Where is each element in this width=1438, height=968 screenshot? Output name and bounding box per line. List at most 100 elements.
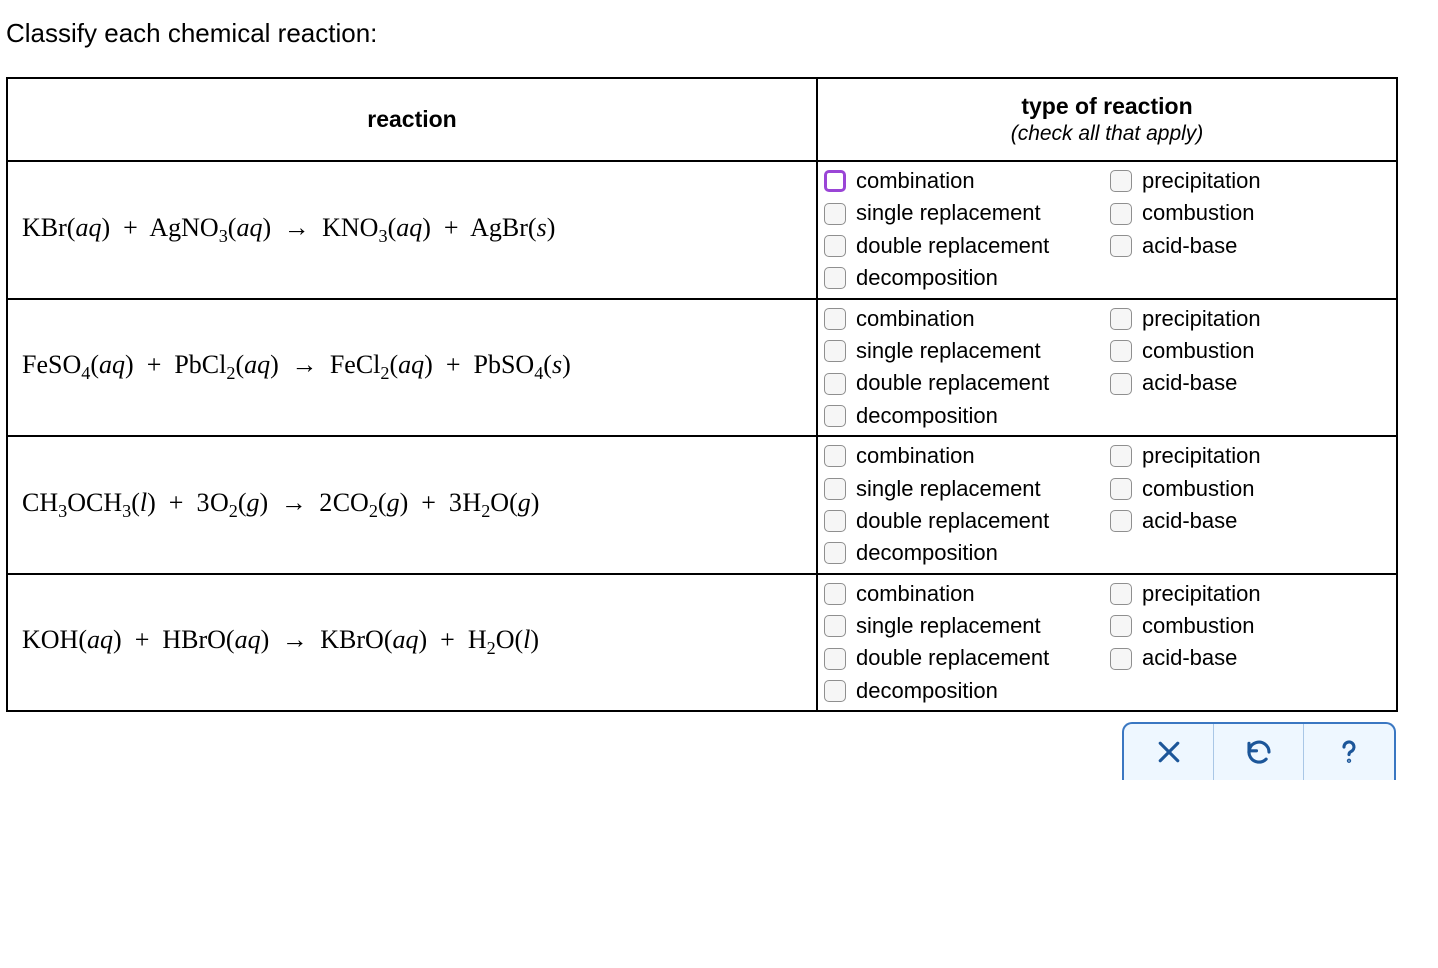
checkbox-acid_base[interactable] xyxy=(1110,373,1132,395)
option-label: single replacement xyxy=(856,613,1041,639)
help-button[interactable] xyxy=(1304,724,1394,780)
option-acid_base: acid-base xyxy=(1110,508,1388,534)
col-header-type: type of reaction (check all that apply) xyxy=(817,78,1397,161)
checkbox-precipitation[interactable] xyxy=(1110,583,1132,605)
option-label: combustion xyxy=(1142,338,1255,364)
reactions-tbody: KBr(aq) + AgNO3(aq) → KNO3(aq) + AgBr(s)… xyxy=(7,161,1397,711)
option-label: combination xyxy=(856,581,975,607)
options-grid: combination precipitation single replaceme… xyxy=(824,443,1388,567)
reaction-cell: KBr(aq) + AgNO3(aq) → KNO3(aq) + AgBr(s) xyxy=(7,161,817,299)
option-label: precipitation xyxy=(1142,443,1261,469)
reactions-table: reaction type of reaction (check all tha… xyxy=(6,77,1398,712)
bottom-bar xyxy=(6,712,1398,780)
option-combustion: combustion xyxy=(1110,613,1388,639)
option-label: precipitation xyxy=(1142,306,1261,332)
option-combination: combination xyxy=(824,581,1102,607)
options-grid: combination precipitation single replaceme… xyxy=(824,168,1388,292)
checkbox-single_replacement[interactable] xyxy=(824,615,846,637)
checkbox-precipitation[interactable] xyxy=(1110,445,1132,467)
checkbox-acid_base[interactable] xyxy=(1110,648,1132,670)
button-panel xyxy=(1122,722,1396,780)
checkbox-precipitation[interactable] xyxy=(1110,170,1132,192)
checkbox-single_replacement[interactable] xyxy=(824,203,846,225)
table-row: KBr(aq) + AgNO3(aq) → KNO3(aq) + AgBr(s)… xyxy=(7,161,1397,299)
option-single_replacement: single replacement xyxy=(824,338,1102,364)
checkbox-decomposition[interactable] xyxy=(824,267,846,289)
option-label: single replacement xyxy=(856,476,1041,502)
checkbox-combustion[interactable] xyxy=(1110,478,1132,500)
option-combustion: combustion xyxy=(1110,200,1388,226)
option-label: single replacement xyxy=(856,338,1041,364)
option-label: decomposition xyxy=(856,540,998,566)
option-label: combustion xyxy=(1142,613,1255,639)
checkbox-double_replacement[interactable] xyxy=(824,235,846,257)
table-row: FeSO4(aq) + PbCl2(aq) → FeCl2(aq) + PbSO… xyxy=(7,299,1397,437)
help-icon xyxy=(1334,737,1364,767)
option-label: acid-base xyxy=(1142,233,1237,259)
checkbox-combination[interactable] xyxy=(824,308,846,330)
reaction-cell: FeSO4(aq) + PbCl2(aq) → FeCl2(aq) + PbSO… xyxy=(7,299,817,437)
option-acid_base: acid-base xyxy=(1110,645,1388,671)
table-row: CH3OCH3(l) + 3O2(g) → 2CO2(g) + 3H2O(g)c… xyxy=(7,436,1397,574)
option-label: precipitation xyxy=(1142,581,1261,607)
reset-button[interactable] xyxy=(1214,724,1304,780)
option-combination: combination xyxy=(824,306,1102,332)
option-label: decomposition xyxy=(856,265,998,291)
types-cell: combination precipitation single replaceme… xyxy=(817,436,1397,574)
option-label: double replacement xyxy=(856,645,1049,671)
question-container: Classify each chemical reaction: reactio… xyxy=(0,0,1438,790)
checkbox-combustion[interactable] xyxy=(1110,615,1132,637)
col-header-reaction: reaction xyxy=(7,78,817,161)
types-cell: combination precipitation single replaceme… xyxy=(817,574,1397,712)
checkbox-precipitation[interactable] xyxy=(1110,308,1132,330)
option-acid_base: acid-base xyxy=(1110,233,1388,259)
option-label: precipitation xyxy=(1142,168,1261,194)
option-decomposition: decomposition xyxy=(824,540,1102,566)
reaction-cell: CH3OCH3(l) + 3O2(g) → 2CO2(g) + 3H2O(g) xyxy=(7,436,817,574)
question-prompt: Classify each chemical reaction: xyxy=(6,18,1432,49)
checkbox-decomposition[interactable] xyxy=(824,542,846,564)
option-single_replacement: single replacement xyxy=(824,613,1102,639)
option-label: combination xyxy=(856,306,975,332)
options-grid: combination precipitation single replaceme… xyxy=(824,581,1388,705)
option-double_replacement: double replacement xyxy=(824,233,1102,259)
option-label: combination xyxy=(856,443,975,469)
checkbox-combination[interactable] xyxy=(824,170,846,192)
types-cell: combination precipitation single replaceme… xyxy=(817,161,1397,299)
checkbox-double_replacement[interactable] xyxy=(824,510,846,532)
checkbox-combination[interactable] xyxy=(824,445,846,467)
checkbox-double_replacement[interactable] xyxy=(824,373,846,395)
option-label: decomposition xyxy=(856,678,998,704)
table-row: KOH(aq) + HBrO(aq) → KBrO(aq) + H2O(l)co… xyxy=(7,574,1397,712)
option-single_replacement: single replacement xyxy=(824,476,1102,502)
option-label: double replacement xyxy=(856,508,1049,534)
checkbox-decomposition[interactable] xyxy=(824,405,846,427)
option-label: combination xyxy=(856,168,975,194)
checkbox-decomposition[interactable] xyxy=(824,680,846,702)
option-decomposition: decomposition xyxy=(824,265,1102,291)
option-precipitation: precipitation xyxy=(1110,443,1388,469)
checkbox-combination[interactable] xyxy=(824,583,846,605)
checkbox-combustion[interactable] xyxy=(1110,340,1132,362)
checkbox-single_replacement[interactable] xyxy=(824,340,846,362)
option-decomposition: decomposition xyxy=(824,403,1102,429)
option-label: acid-base xyxy=(1142,370,1237,396)
option-decomposition: decomposition xyxy=(824,678,1102,704)
checkbox-combustion[interactable] xyxy=(1110,203,1132,225)
option-label: combustion xyxy=(1142,476,1255,502)
option-single_replacement: single replacement xyxy=(824,200,1102,226)
checkbox-acid_base[interactable] xyxy=(1110,510,1132,532)
checkbox-double_replacement[interactable] xyxy=(824,648,846,670)
option-combination: combination xyxy=(824,443,1102,469)
option-precipitation: precipitation xyxy=(1110,581,1388,607)
checkbox-acid_base[interactable] xyxy=(1110,235,1132,257)
reaction-cell: KOH(aq) + HBrO(aq) → KBrO(aq) + H2O(l) xyxy=(7,574,817,712)
options-grid: combination precipitation single replaceme… xyxy=(824,306,1388,430)
option-combustion: combustion xyxy=(1110,338,1388,364)
option-label: decomposition xyxy=(856,403,998,429)
option-label: acid-base xyxy=(1142,645,1237,671)
close-button[interactable] xyxy=(1124,724,1214,780)
checkbox-single_replacement[interactable] xyxy=(824,478,846,500)
option-double_replacement: double replacement xyxy=(824,508,1102,534)
option-label: single replacement xyxy=(856,200,1041,226)
